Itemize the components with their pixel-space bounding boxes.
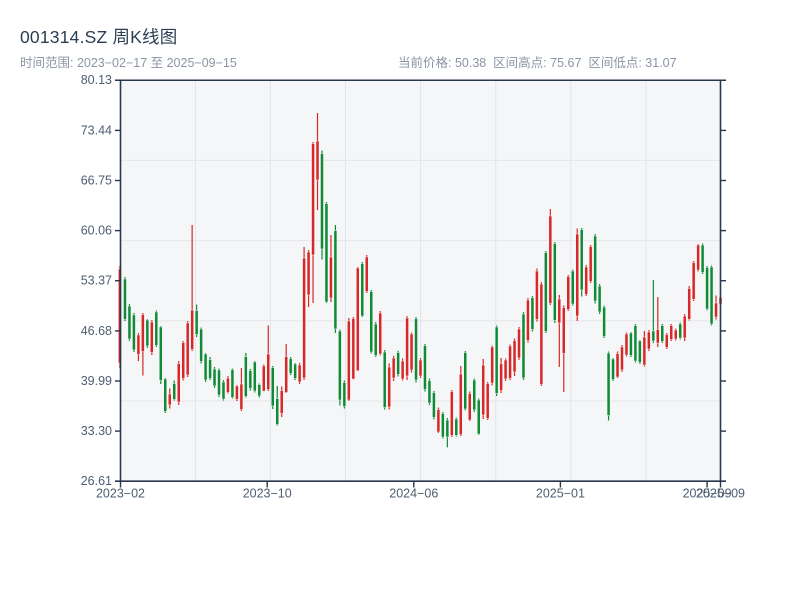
svg-text:33.30: 33.30 <box>81 424 112 438</box>
svg-text:26.61: 26.61 <box>81 474 112 488</box>
svg-text:39.99: 39.99 <box>81 374 112 388</box>
svg-text:73.44: 73.44 <box>81 123 112 137</box>
svg-text:2025−01: 2025−01 <box>536 487 585 501</box>
svg-text:60.06: 60.06 <box>81 224 112 238</box>
svg-text:2025−09: 2025−09 <box>696 487 745 501</box>
svg-text:53.37: 53.37 <box>81 274 112 288</box>
svg-text:46.68: 46.68 <box>81 324 112 338</box>
svg-text:2025−09: 2025−09 <box>683 487 732 501</box>
svg-text:2023−02: 2023−02 <box>96 487 145 501</box>
svg-text:2023−10: 2023−10 <box>243 487 292 501</box>
svg-text:2024−06: 2024−06 <box>389 487 438 501</box>
svg-text:66.75: 66.75 <box>81 174 112 188</box>
svg-text:80.13: 80.13 <box>81 73 112 87</box>
